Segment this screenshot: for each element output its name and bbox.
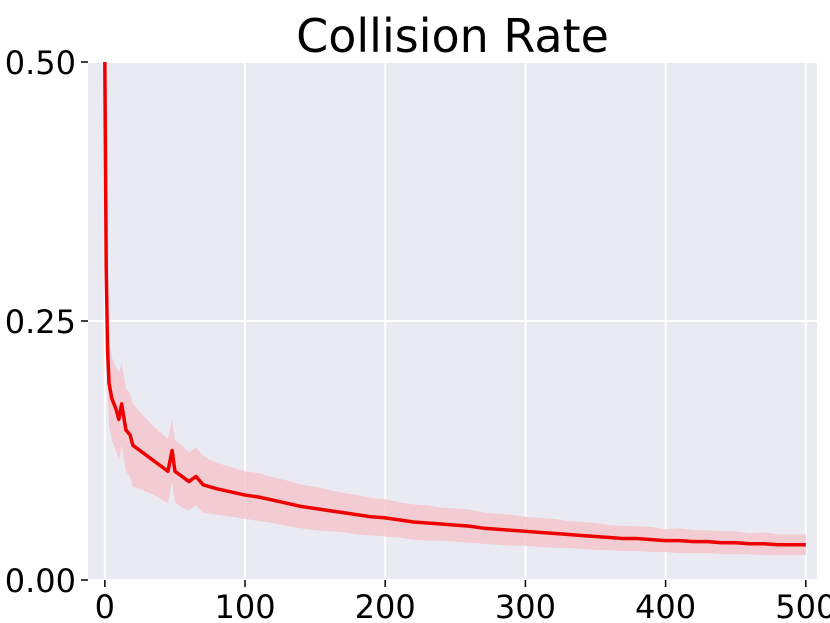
y-tick-label: 0.50	[5, 44, 76, 82]
series-line	[103, 61, 806, 547]
x-tick-label: 500	[775, 588, 830, 623]
series-lines	[103, 61, 806, 547]
x-tick-label: 400	[635, 588, 696, 623]
x-tick-label: 0	[95, 588, 115, 623]
y-tick-label: 0.00	[5, 562, 76, 600]
x-tick-label: 300	[495, 588, 556, 623]
y-axis-ticks: 0.00 0.25 0.50	[5, 44, 88, 600]
grid-lines	[88, 61, 817, 581]
chart-title: Collision Rate	[296, 9, 609, 63]
x-tick-label: 100	[214, 588, 275, 623]
x-axis-ticks: 0 100 200 300 400 500	[95, 580, 830, 623]
y-tick-label: 0.25	[5, 303, 76, 341]
x-tick-label: 200	[355, 588, 416, 623]
